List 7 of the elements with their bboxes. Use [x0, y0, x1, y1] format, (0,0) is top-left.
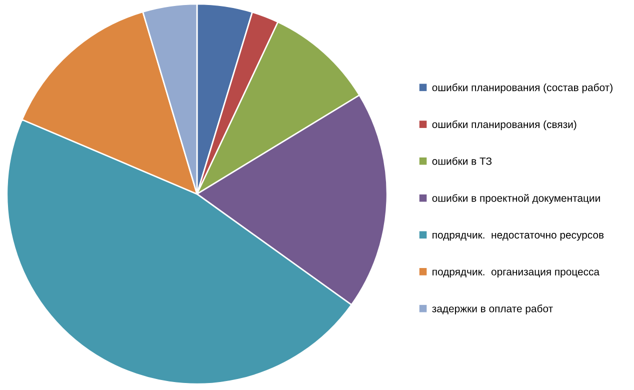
legend-label: задержки в оплате работ: [432, 304, 553, 314]
legend-label: ошибки планирования (состав работ): [432, 83, 612, 94]
legend-label: ошибки планирования (связи): [432, 120, 576, 130]
legend-label: подрядчик. недостаточно ресурсов: [432, 232, 604, 241]
legend-label: подрядчик. организация процесса: [432, 270, 600, 278]
legend-label: ошибки в ТЗ: [432, 157, 492, 165]
legend-label: ошибки в проектной документации: [432, 194, 600, 204]
